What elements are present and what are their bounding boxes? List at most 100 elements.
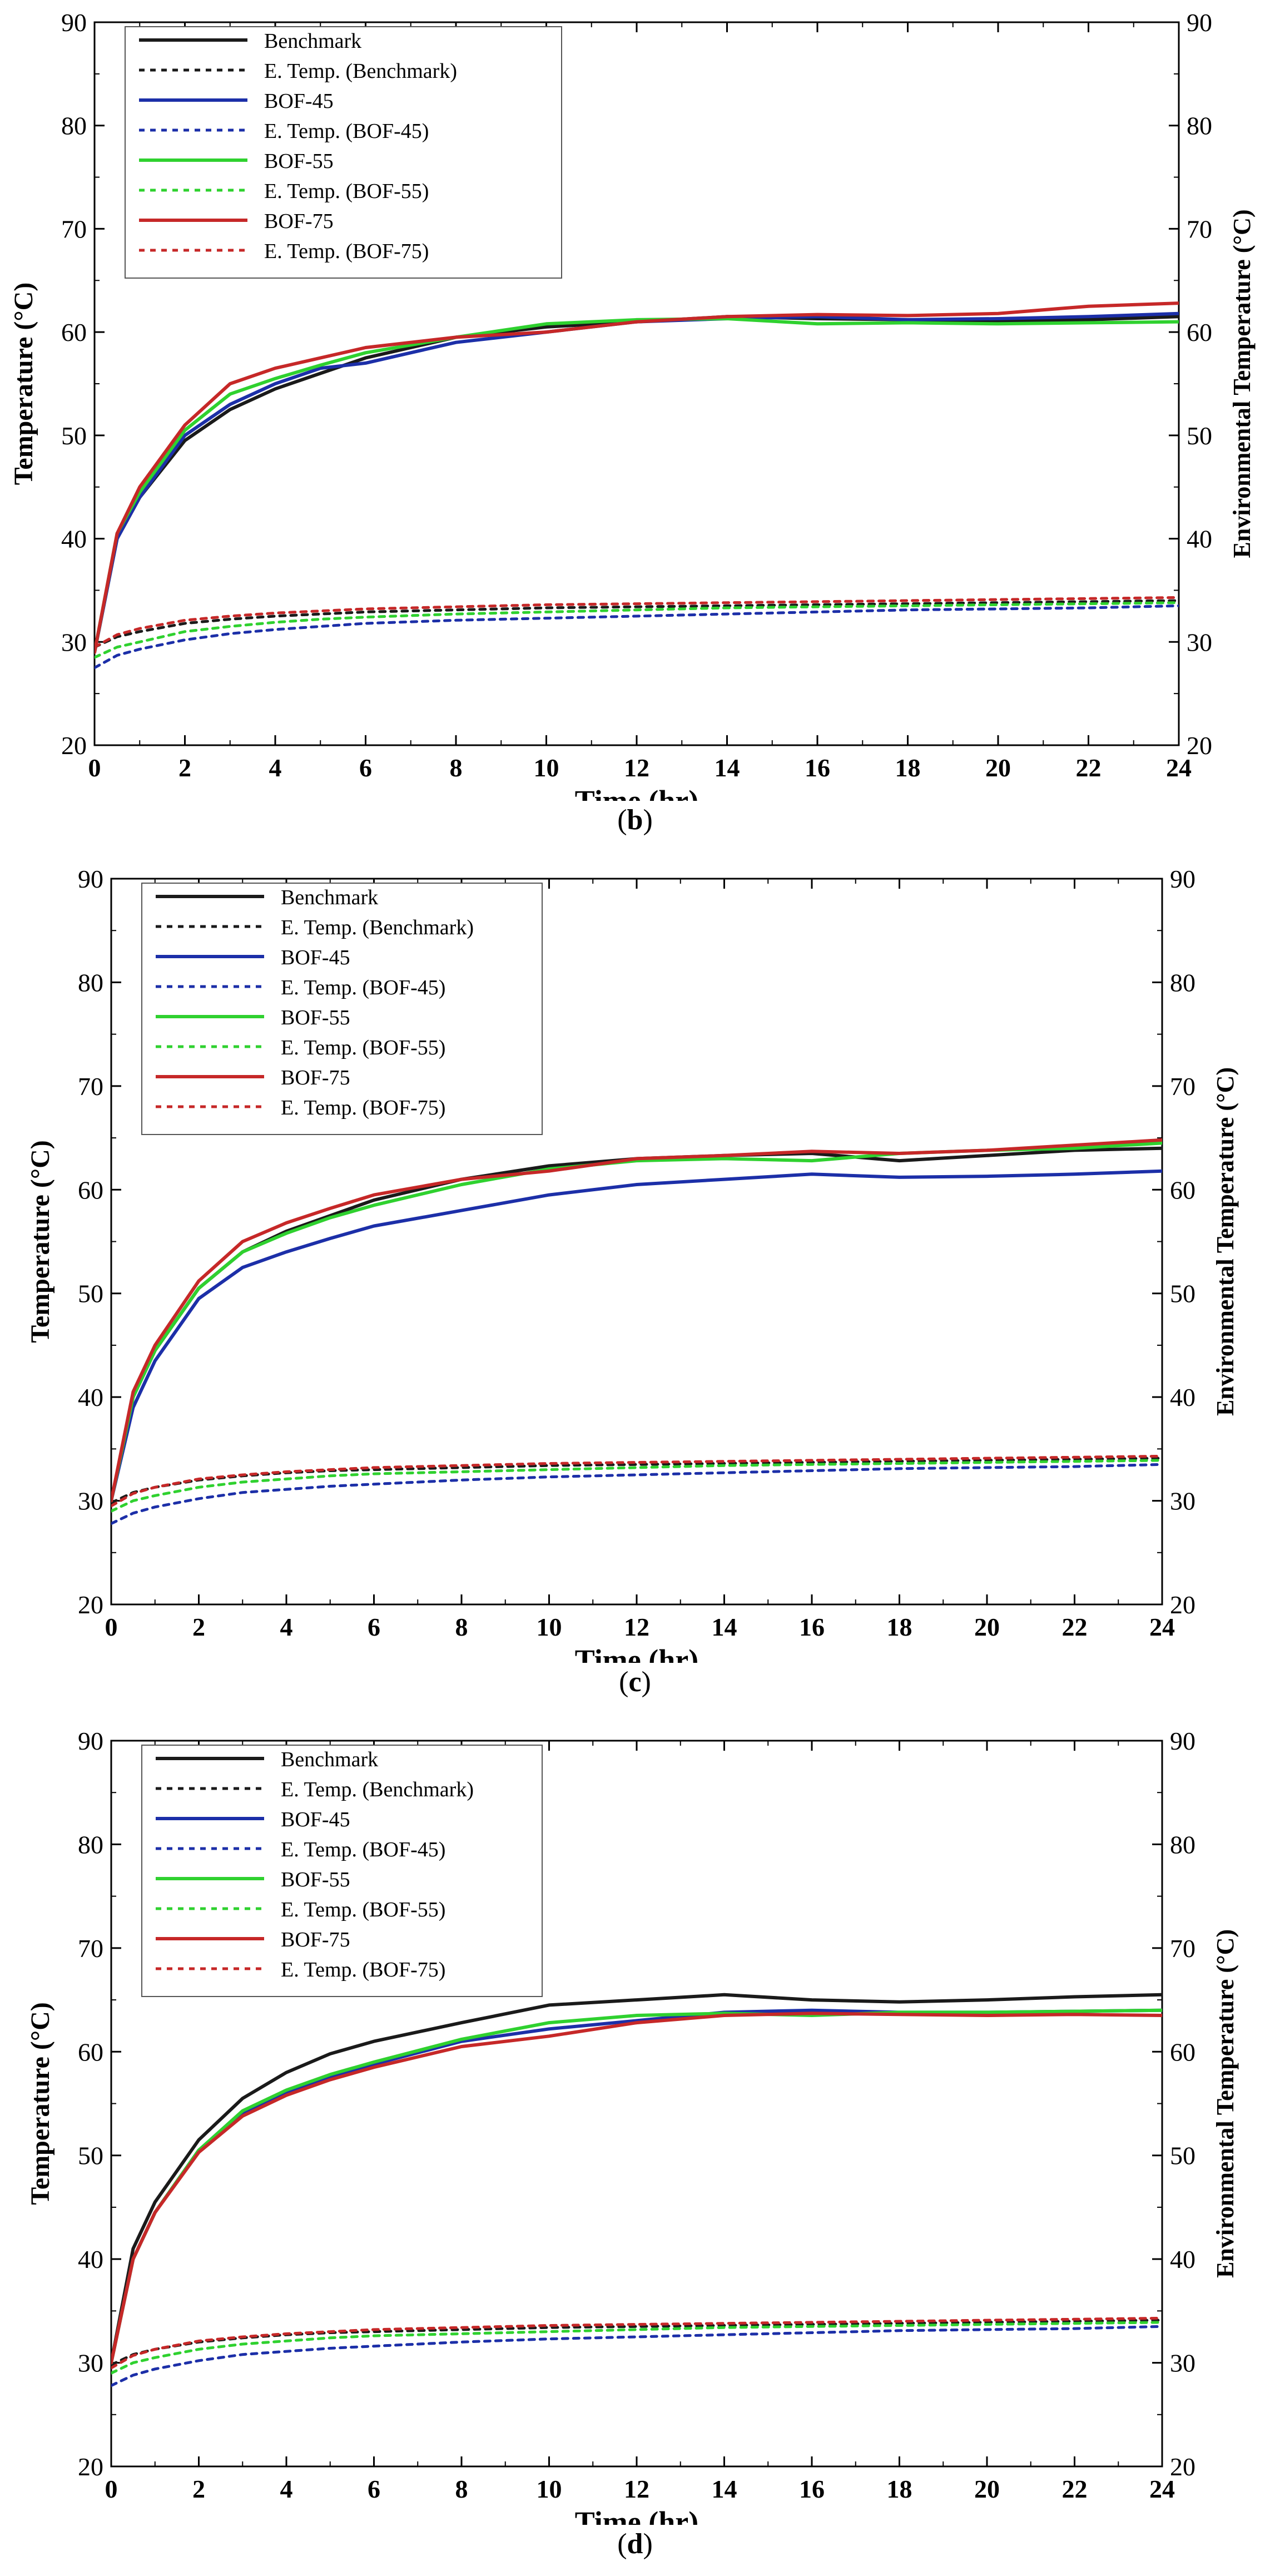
y2-tick-label: 90 xyxy=(1170,865,1195,893)
series-line-bof-75 xyxy=(111,2012,1162,2365)
y2-tick-label: 80 xyxy=(1170,968,1195,997)
legend-label-bof-45: BOF-45 xyxy=(281,1808,350,1831)
series-line-e-temp-bof-75 xyxy=(95,596,1179,649)
y2-tick-label: 70 xyxy=(1170,1934,1195,1963)
y-tick-label: 70 xyxy=(78,1934,103,1963)
panel-caption-b: (b) xyxy=(0,804,1270,836)
y2-tick-label: 80 xyxy=(1187,112,1212,140)
y2-axis-title: Environmental Temperature (°C) xyxy=(1228,209,1256,558)
y2-tick-label: 40 xyxy=(1187,525,1212,553)
series-line-e-temp-bof-45 xyxy=(111,1463,1162,1525)
series-line-benchmark xyxy=(111,1993,1162,2365)
x-tick-label: 16 xyxy=(799,1613,825,1641)
x-tick-label: 4 xyxy=(280,2475,293,2503)
series-line-bof-45 xyxy=(95,311,1179,654)
x-axis-title: Time (hr) xyxy=(575,1643,698,1663)
y2-tick-label: 50 xyxy=(1187,422,1212,450)
x-tick-label: 24 xyxy=(1149,1613,1175,1641)
caption-letter: b xyxy=(627,804,643,836)
legend-label-bof-45: BOF-45 xyxy=(264,90,334,113)
x-tick-label: 12 xyxy=(624,754,649,782)
series-group xyxy=(111,1138,1162,1525)
y-tick-label: 80 xyxy=(78,1830,103,1859)
y2-tick-label: 40 xyxy=(1170,2245,1195,2273)
chart-panel-c: 0 2 4 6 8 10 12 14 16 18 20 22 24 20 20 30 30 40 40 50 50 60 6… xyxy=(0,856,1270,1713)
y-tick-label: 30 xyxy=(78,2349,103,2377)
legend-box xyxy=(141,1745,543,1997)
x-tick-label: 6 xyxy=(359,754,372,782)
y2-tick-label: 80 xyxy=(1170,1830,1195,1859)
series-group xyxy=(95,301,1179,670)
y-axis-title: Temperature (°C) xyxy=(26,1140,55,1343)
series-line-bof-75 xyxy=(95,301,1179,654)
x-tick-label: 22 xyxy=(1062,1613,1088,1641)
legend-label-e-temp-benchmark: E. Temp. (Benchmark) xyxy=(281,1778,474,1801)
series-line-e-temp-benchmark xyxy=(95,599,1179,649)
caption-close: ) xyxy=(643,804,653,836)
series-line-bof-75 xyxy=(111,1138,1162,1503)
caption-open: ( xyxy=(617,2528,627,2560)
x-tick-label: 8 xyxy=(450,754,463,782)
legend-box xyxy=(125,26,562,279)
caption-open: ( xyxy=(617,804,627,836)
legend-label-benchmark: Benchmark xyxy=(264,29,361,53)
x-tick-label: 8 xyxy=(455,2475,468,2503)
legend-label-bof-55: BOF-55 xyxy=(281,1006,350,1029)
x-tick-label: 4 xyxy=(269,754,282,782)
x-axis-title: Time (hr) xyxy=(575,2505,698,2525)
x-tick-label: 20 xyxy=(985,754,1011,782)
x-tick-label: 2 xyxy=(192,2475,205,2503)
series-line-e-temp-bof-55 xyxy=(111,1459,1162,1513)
x-tick-label: 10 xyxy=(537,1613,562,1641)
series-line-bof-55 xyxy=(111,2008,1162,2365)
chart-panel-d: 0 2 4 6 8 10 12 14 16 18 20 22 24 20 20 30 30 40 40 50 50 60 6… xyxy=(0,1718,1270,2576)
y-tick-label: 20 xyxy=(78,1591,103,1619)
legend-label-e-temp-bof-55: E. Temp. (BOF-55) xyxy=(281,1036,445,1059)
y-tick-label: 90 xyxy=(61,8,87,37)
y-tick-label: 90 xyxy=(78,865,103,893)
legend-label-e-temp-bof-55: E. Temp. (BOF-55) xyxy=(281,1898,445,1921)
legend-label-e-temp-bof-75: E. Temp. (BOF-75) xyxy=(264,240,429,263)
y-tick-label: 50 xyxy=(78,1280,103,1308)
y-tick-label: 80 xyxy=(61,112,87,140)
x-tick-label: 16 xyxy=(799,2475,825,2503)
legend-label-e-temp-bof-75: E. Temp. (BOF-75) xyxy=(281,1958,445,1981)
y2-tick-label: 20 xyxy=(1187,731,1212,760)
x-tick-label: 14 xyxy=(712,2475,737,2503)
x-tick-label: 18 xyxy=(887,1613,912,1641)
caption-letter: d xyxy=(627,2528,643,2560)
legend-label-e-temp-bof-55: E. Temp. (BOF-55) xyxy=(264,180,429,203)
x-tick-label: 8 xyxy=(455,1613,468,1641)
y2-tick-label: 20 xyxy=(1170,1591,1195,1619)
x-tick-label: 6 xyxy=(368,1613,380,1641)
x-tick-label: 12 xyxy=(624,2475,649,2503)
legend-label-e-temp-bof-45: E. Temp. (BOF-45) xyxy=(264,120,429,143)
caption-letter: c xyxy=(628,1666,642,1698)
y2-tick-label: 60 xyxy=(1170,2038,1195,2066)
x-tick-label: 16 xyxy=(805,754,830,782)
series-line-e-temp-bof-75 xyxy=(111,2316,1162,2370)
y-tick-label: 20 xyxy=(78,2453,103,2481)
series-line-e-temp-bof-75 xyxy=(111,1454,1162,1508)
y-tick-label: 40 xyxy=(61,525,87,553)
y-tick-label: 70 xyxy=(61,215,87,243)
x-tick-label: 0 xyxy=(88,754,101,782)
y2-tick-label: 30 xyxy=(1187,628,1212,656)
x-tick-label: 2 xyxy=(178,754,191,782)
series-group xyxy=(111,1993,1162,2387)
legend-label-bof-55: BOF-55 xyxy=(281,1868,350,1891)
series-line-e-temp-bof-45 xyxy=(95,604,1179,670)
x-tick-label: 14 xyxy=(715,754,740,782)
x-tick-label: 0 xyxy=(105,2475,118,2503)
series-line-bof-45 xyxy=(111,2008,1162,2365)
y-tick-label: 50 xyxy=(61,422,87,450)
y-tick-label: 30 xyxy=(78,1487,103,1515)
y-tick-label: 60 xyxy=(61,318,87,346)
x-tick-label: 18 xyxy=(887,2475,912,2503)
y-tick-label: 40 xyxy=(78,1383,103,1411)
x-tick-label: 24 xyxy=(1166,754,1192,782)
x-tick-label: 20 xyxy=(974,1613,1000,1641)
y2-tick-label: 90 xyxy=(1187,8,1212,37)
